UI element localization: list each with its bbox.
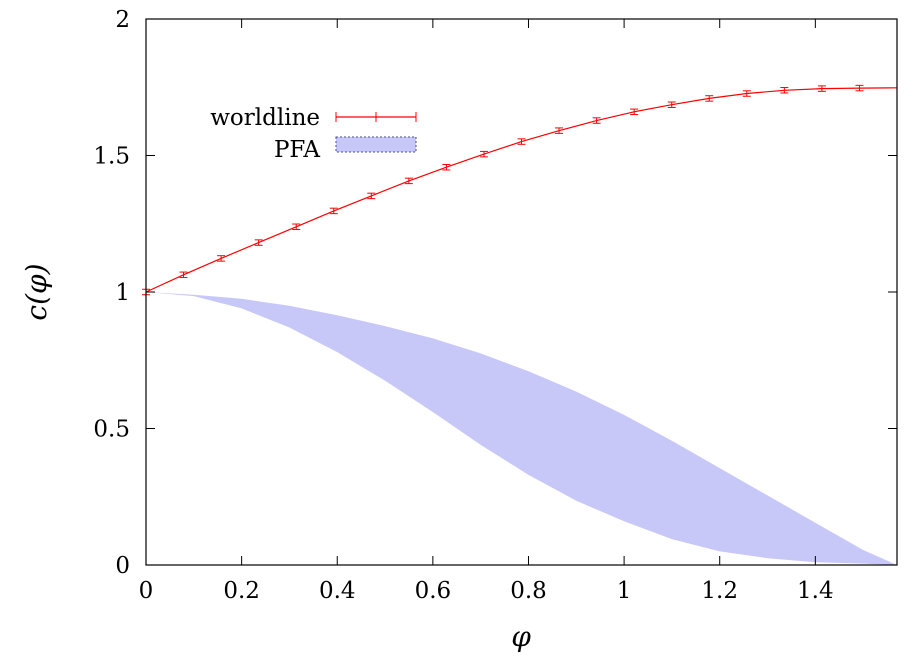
x-axis-label: φ xyxy=(511,620,531,653)
worldline-point xyxy=(855,84,864,92)
worldline-point xyxy=(630,108,639,116)
y-tick-label: 1 xyxy=(115,280,130,306)
x-tick-label: 0.4 xyxy=(319,578,356,604)
y-tick-label: 1.5 xyxy=(93,144,130,170)
worldline-point xyxy=(592,117,601,124)
x-tick-label: 1.2 xyxy=(701,578,738,604)
worldline-point xyxy=(555,127,564,134)
worldline-point xyxy=(292,223,301,230)
pfa-band xyxy=(146,292,897,565)
y-tick-label: 0.5 xyxy=(93,417,130,443)
y-tick-label: 0 xyxy=(115,553,130,579)
legend-label-worldline: worldline xyxy=(210,105,320,131)
worldline-point xyxy=(667,101,676,108)
worldline-point xyxy=(329,207,338,215)
worldline-point xyxy=(705,95,714,102)
x-tick-label: 0.6 xyxy=(415,578,452,604)
worldline-point xyxy=(404,177,413,185)
x-tick-label: 0.8 xyxy=(510,578,547,604)
worldline-point xyxy=(817,85,826,92)
y-axis-label: c(φ) xyxy=(20,263,53,320)
legend-swatch-worldline xyxy=(335,112,417,122)
x-tick-label: 0.2 xyxy=(223,578,260,604)
worldline-point xyxy=(517,138,526,145)
plot-frame xyxy=(145,18,898,566)
worldline-point xyxy=(780,87,789,94)
worldline-point xyxy=(217,255,226,262)
x-tick-label: 1 xyxy=(617,578,632,604)
legend-swatch-pfa xyxy=(335,136,417,153)
x-tick-label: 1.4 xyxy=(797,578,834,604)
worldline-point xyxy=(254,239,263,246)
worldline-point xyxy=(742,90,751,97)
y-tick-label: 2 xyxy=(115,7,130,33)
worldline-point xyxy=(367,192,376,200)
worldline-point xyxy=(179,271,188,279)
x-tick-label: 0 xyxy=(139,578,154,604)
worldline-point xyxy=(479,150,488,158)
legend-label-pfa: PFA xyxy=(274,137,320,163)
worldline-point xyxy=(442,164,451,171)
